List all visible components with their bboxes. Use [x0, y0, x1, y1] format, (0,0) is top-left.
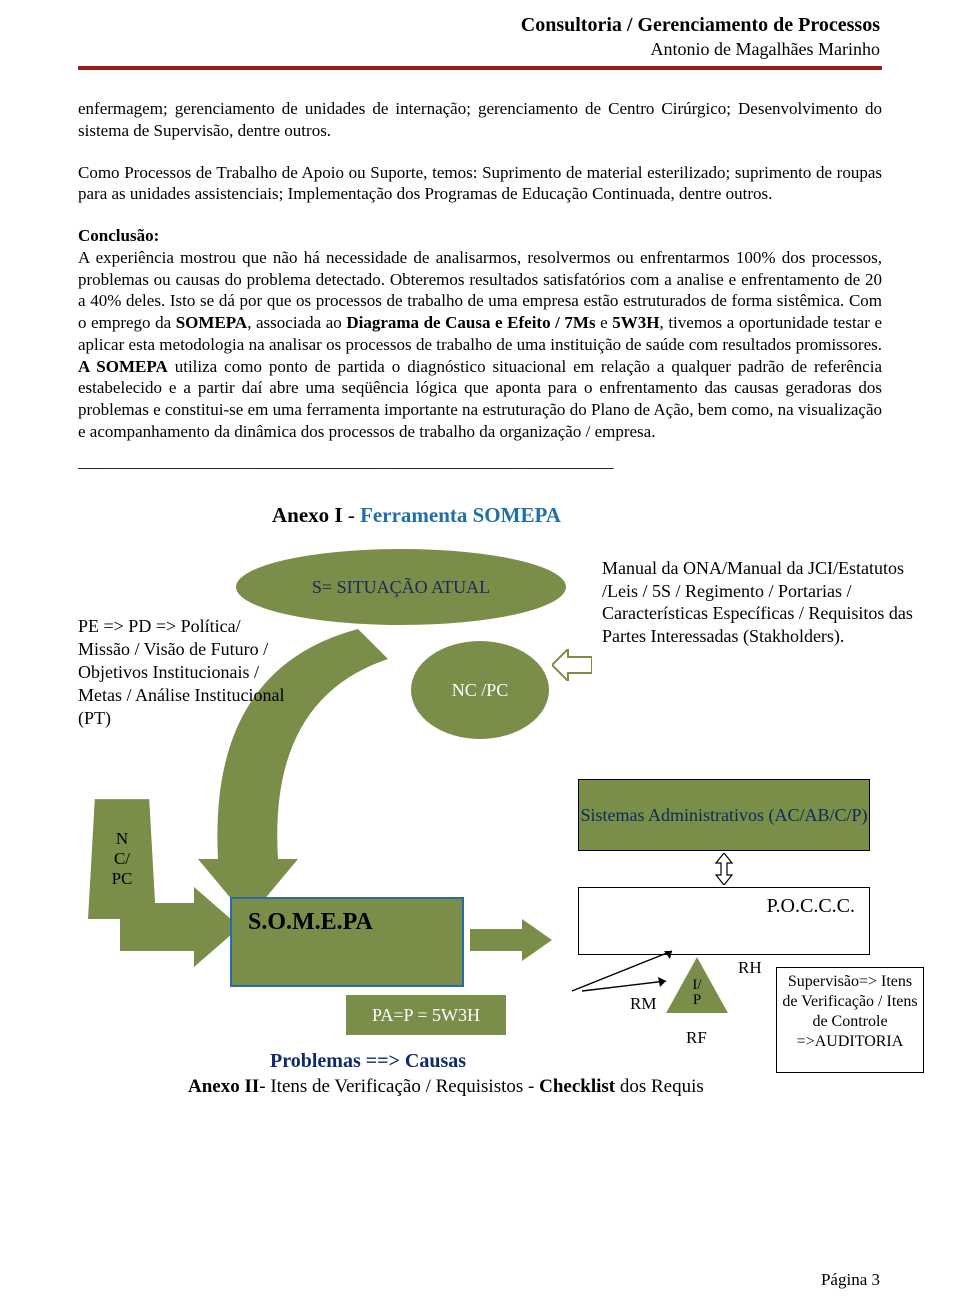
page-footer: Página 3: [821, 1270, 880, 1290]
anexo-tool: Ferramenta SOMEPA: [360, 503, 561, 527]
somepa-right-arrow-icon: [470, 919, 552, 961]
situacao-ellipse: S= SITUAÇÃO ATUAL: [236, 549, 566, 625]
ncpc-ellipse: NC /PC: [411, 641, 549, 739]
conclusao-label: Conclusão:: [78, 226, 159, 245]
sistemas-box: Sistemas Administrativos (AC/AB/C/P): [578, 779, 870, 851]
somepa-box: S.O.M.E.PA: [230, 897, 464, 987]
pocc-box: P.O.C.C.C.: [578, 887, 870, 955]
rm-label: RM: [630, 993, 656, 1015]
anexo2-rest1: - Itens de Verificação / Requisistos -: [259, 1076, 539, 1097]
paragraph-1: enfermagem; gerenciamento de unidades de…: [78, 98, 882, 142]
supervisao-box: Supervisão=> Itens de Verificação / Iten…: [776, 967, 924, 1073]
main-content: enfermagem; gerenciamento de unidades de…: [0, 70, 960, 1159]
tri-text: I/P: [692, 978, 701, 1008]
header-title: Consultoria / Gerenciamento de Processos: [0, 14, 880, 37]
paragraph-2: Como Processos de Trabalho de Apoio ou S…: [78, 162, 882, 206]
anexo-title: Anexo I - Ferramenta SOMEPA: [272, 502, 882, 529]
anexo-dash: -: [343, 503, 361, 527]
problemas-text: Problemas ==> Causas: [270, 1049, 466, 1075]
ncpc-trapezoid: N C/ PC: [88, 799, 156, 919]
anexo-ii-line: Anexo II- Itens de Verificação / Requisi…: [188, 1075, 704, 1099]
fw3h-word: 5W3H: [612, 313, 659, 332]
diag-arrow-icon: [572, 947, 680, 993]
diagram: S= SITUAÇÃO ATUAL NC /PC PE => PD => Pol…: [78, 539, 882, 1159]
anexo2-checklist: Checklist: [539, 1076, 615, 1097]
left-text-block: PE => PD => Política/ Missão / Visão de …: [78, 615, 288, 730]
p3b: , associada ao: [247, 313, 346, 332]
trap-text: N C/ PC: [112, 829, 133, 890]
somepa-word: SOMEPA: [176, 313, 247, 332]
rf-label: RF: [686, 1027, 707, 1049]
pa-box: PA=P = 5W3H: [346, 995, 506, 1035]
header-subtitle: Antonio de Magalhães Marinho: [0, 39, 880, 60]
right-text-block: Manual da ONA/Manual da JCI/Estatutos /L…: [602, 557, 922, 648]
bidir-arrow-icon: [714, 853, 734, 885]
left-arrow-icon: [552, 649, 592, 681]
anexo2-rest2: dos Requis: [615, 1076, 704, 1097]
diagrama-word: Diagrama de Causa e Efeito / 7Ms: [346, 313, 595, 332]
paragraph-conclusao: Conclusão: A experiência mostrou que não…: [78, 225, 882, 443]
asomepa-word: A SOMEPA: [78, 357, 168, 376]
anexo-pre: Anexo I: [272, 503, 343, 527]
divider: ________________________________________…: [78, 451, 882, 473]
p3c: e: [596, 313, 613, 332]
rh-label: RH: [738, 957, 762, 979]
p3e: utiliza como ponto de partida o diagnóst…: [78, 357, 882, 441]
anexo2-b: Anexo II: [188, 1076, 259, 1097]
